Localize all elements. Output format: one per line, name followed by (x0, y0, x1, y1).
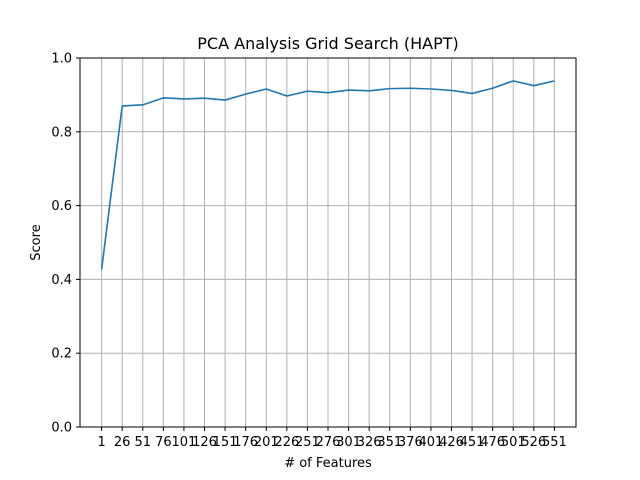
x-tick-label: 351 (377, 435, 402, 450)
x-tick-label: 126 (192, 435, 217, 450)
x-tick-label: 401 (418, 435, 443, 450)
x-tick-label: 526 (521, 435, 546, 450)
y-tick-label: 0.0 (51, 421, 72, 436)
x-tick-label: 376 (398, 435, 423, 450)
x-tick-label: 51 (134, 435, 151, 450)
x-tick-label: 326 (357, 435, 382, 450)
x-axis-label: # of Features (284, 456, 372, 471)
y-tick-label: 0.6 (51, 199, 72, 214)
y-tick-label: 1.0 (51, 52, 72, 67)
x-tick-label: 551 (542, 435, 567, 450)
x-tick-label: 201 (254, 435, 279, 450)
x-tick-label: 151 (213, 435, 238, 450)
x-tick-label: 451 (460, 435, 485, 450)
chart-title: PCA Analysis Grid Search (HAPT) (197, 34, 458, 53)
y-axis-label: Score (29, 224, 44, 260)
x-tick-label: 276 (316, 435, 341, 450)
x-tick-label: 501 (501, 435, 526, 450)
x-tick-label: 26 (114, 435, 131, 450)
x-tick-label: 76 (155, 435, 172, 450)
x-tick-label: 251 (295, 435, 320, 450)
series-layer (100, 80, 555, 270)
x-tick-label: 301 (336, 435, 361, 450)
x-tick-label: 226 (274, 435, 299, 450)
y-tick-label: 0.8 (51, 125, 72, 140)
x-tick-label: 1 (97, 435, 105, 450)
ticks-layer: 1 26 51 76 101126151176201226251276301326351… (51, 52, 566, 451)
x-tick-label: 176 (233, 435, 258, 450)
y-tick-label: 0.2 (51, 347, 72, 362)
y-tick-label: 0.4 (51, 273, 72, 288)
series-line (100, 80, 555, 270)
x-tick-label: 101 (172, 435, 197, 450)
x-tick-label: 426 (439, 435, 464, 450)
x-tick-label: 476 (480, 435, 505, 450)
